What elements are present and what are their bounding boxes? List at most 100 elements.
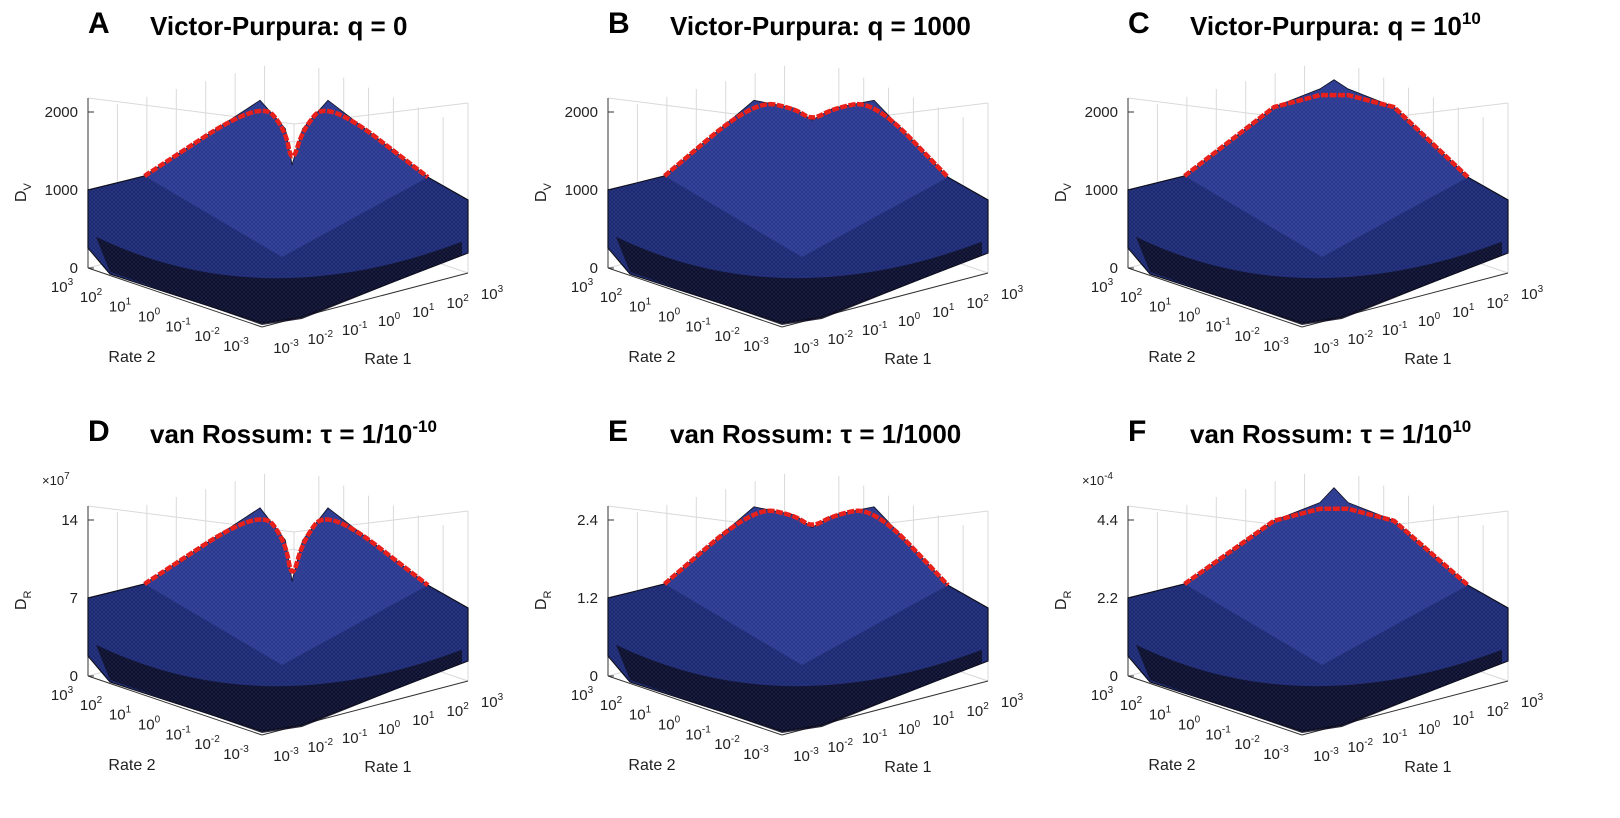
ridge-line xyxy=(143,517,430,588)
rate1-tick-label: 10-3 xyxy=(1313,746,1339,765)
rate2-axis xyxy=(607,675,783,736)
rate2-tick-label: 100 xyxy=(658,307,681,326)
z-axis-label: DR xyxy=(533,590,554,610)
panel-letter: D xyxy=(88,415,110,448)
rate2-axis-label: Rate 2 xyxy=(1148,349,1195,366)
z-tick-label: 0 xyxy=(70,668,78,685)
panel-letter: C xyxy=(1128,7,1150,40)
rate1-tick-label: 102 xyxy=(967,701,990,720)
rate2-tick-label: 10-2 xyxy=(194,734,220,753)
rate1-tick-label: 101 xyxy=(412,710,435,729)
panel-title: van Rossum: τ = 1/1010 xyxy=(1190,417,1471,449)
rate2-axis-label: Rate 2 xyxy=(108,349,155,366)
surface-mesh xyxy=(608,100,988,323)
panel-b: B Victor-Purpura: q = 1000 0 1000 2000 DV 10-3… xyxy=(533,7,1024,368)
rate2-tick-label: 10-3 xyxy=(743,744,769,763)
rate1-axis-label: Rate 1 xyxy=(1404,759,1451,776)
rate1-tick-label: 10-2 xyxy=(828,329,854,348)
rate1-axis-label: Rate 1 xyxy=(884,759,931,776)
rate1-tick-label: 102 xyxy=(447,293,470,312)
z-axis-label: DR xyxy=(13,590,34,610)
rate2-tick-label: 10-2 xyxy=(194,326,220,345)
rate1-tick-label: 10-1 xyxy=(862,728,888,747)
rate2-tick-label: 10-3 xyxy=(223,336,249,355)
z-tick-label: 1000 xyxy=(45,182,78,199)
z-tick-label: 1.2 xyxy=(577,590,598,607)
rate1-tick-label: 10-3 xyxy=(793,338,819,357)
surface xyxy=(607,506,989,733)
rate2-tick-label: 101 xyxy=(629,705,652,724)
panel-letter: A xyxy=(88,7,110,40)
rate2-tick-label: 100 xyxy=(138,307,161,326)
rate1-tick-label: 102 xyxy=(1487,293,1510,312)
surface-mesh xyxy=(608,507,988,731)
rate1-tick-label: 103 xyxy=(1001,692,1024,711)
rate2-tick-label: 100 xyxy=(658,715,681,734)
ridge-line xyxy=(143,108,430,180)
rate2-tick-label: 102 xyxy=(1120,695,1143,714)
surface xyxy=(607,99,989,325)
z-tick-label: 0 xyxy=(1110,668,1118,685)
z-tick-label: 0 xyxy=(70,260,78,277)
z-tick-label: 1000 xyxy=(1085,182,1118,199)
rate1-tick-label: 100 xyxy=(1418,311,1441,330)
rate1-tick-label: 103 xyxy=(481,284,504,303)
rate1-tick-label: 10-3 xyxy=(273,338,299,357)
z-axis-label: DV xyxy=(1053,182,1074,202)
rate1-tick-label: 10-1 xyxy=(1382,320,1408,339)
rate1-tick-label: 101 xyxy=(932,302,955,321)
rate1-tick-label: 100 xyxy=(898,311,921,330)
rate1-tick-label: 10-2 xyxy=(308,737,334,756)
rate2-tick-label: 101 xyxy=(629,297,652,316)
rate2-tick-label: 10-2 xyxy=(1234,734,1260,753)
z-tick-label: 0 xyxy=(590,260,598,277)
surface xyxy=(1127,79,1509,325)
rate1-tick-label: 100 xyxy=(1418,719,1441,738)
rate2-tick-label: 103 xyxy=(51,685,74,704)
rate2-tick-label: 10-3 xyxy=(743,336,769,355)
surface-mesh xyxy=(1128,488,1508,731)
rate2-axis-label: Rate 2 xyxy=(628,757,675,774)
z-axis-label: DV xyxy=(13,182,34,202)
rate1-tick-label: 10-1 xyxy=(342,728,368,747)
rate1-tick-label: 103 xyxy=(1521,692,1544,711)
panel-title: Victor-Purpura: q = 1010 xyxy=(1190,9,1481,41)
panel-title: Victor-Purpura: q = 0 xyxy=(150,11,407,41)
ridge-line xyxy=(663,101,950,179)
rate1-tick-label: 10-2 xyxy=(1348,329,1374,348)
z-tick-label: 14 xyxy=(61,512,78,529)
rate1-axis-label: Rate 1 xyxy=(1404,351,1451,368)
rate2-tick-label: 10-1 xyxy=(1205,724,1231,743)
rate1-tick-label: 102 xyxy=(447,701,470,720)
rate1-axis-label: Rate 1 xyxy=(364,351,411,368)
rate2-tick-label: 102 xyxy=(80,287,103,306)
rate2-tick-label: 10-3 xyxy=(1263,744,1289,763)
rate1-tick-label: 10-1 xyxy=(1382,728,1408,747)
panel-letter: B xyxy=(608,7,630,40)
rate2-tick-label: 103 xyxy=(1091,277,1114,296)
panel-title: Victor-Purpura: q = 1000 xyxy=(670,11,971,41)
rate2-tick-label: 100 xyxy=(138,715,161,734)
rate2-axis xyxy=(87,675,263,736)
rate2-axis-label: Rate 2 xyxy=(1148,757,1195,774)
rate1-tick-label: 102 xyxy=(1487,701,1510,720)
surface xyxy=(87,99,469,325)
rate2-tick-label: 10-3 xyxy=(1263,336,1289,355)
rate2-axis-label: Rate 2 xyxy=(628,349,675,366)
rate1-tick-label: 100 xyxy=(378,719,401,738)
z-tick-label: 1000 xyxy=(565,182,598,199)
rate2-axis xyxy=(1127,267,1303,328)
rate2-tick-label: 10-2 xyxy=(1234,326,1260,345)
rate1-tick-label: 10-1 xyxy=(342,320,368,339)
surface-mesh xyxy=(88,508,468,731)
z-tick-label: 0 xyxy=(590,668,598,685)
rate1-tick-label: 103 xyxy=(1001,284,1024,303)
rate2-tick-label: 10-2 xyxy=(714,326,740,345)
ridge-line xyxy=(1183,506,1470,587)
rate2-tick-label: 102 xyxy=(600,287,623,306)
rate2-tick-label: 103 xyxy=(571,277,594,296)
rate2-tick-label: 10-1 xyxy=(165,724,191,743)
